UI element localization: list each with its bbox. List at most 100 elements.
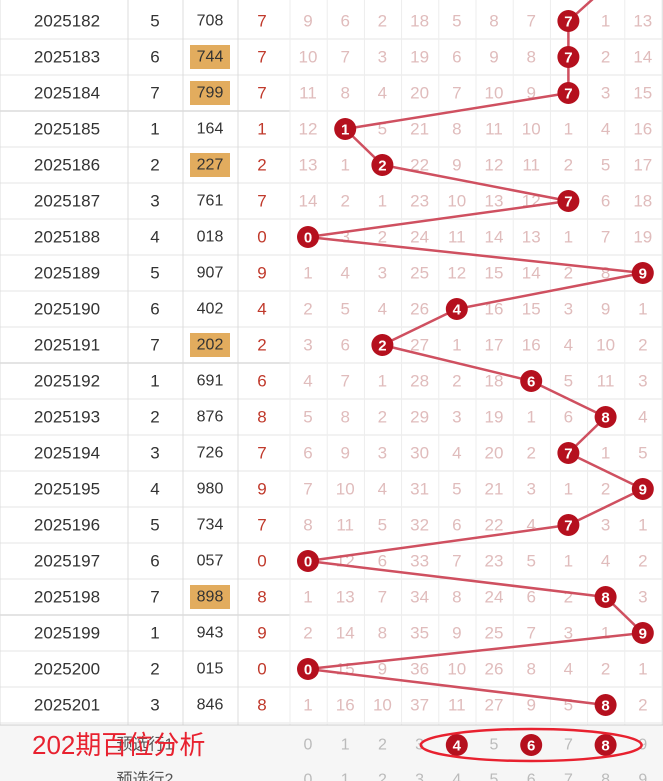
weekday: 1 [150, 120, 159, 139]
weekday: 7 [150, 84, 159, 103]
table-row: 2025184 7 799 7 11 8 4 20 7 10 9 3 15 [34, 84, 652, 103]
ball-circle [594, 586, 617, 608]
weekday: 1 [150, 372, 159, 391]
ball-label: 2 [378, 158, 386, 175]
footer-row: 预选行2 0 1 2 3 4 5 6 7 8 9 [117, 771, 648, 781]
missing-count: 17 [633, 156, 652, 175]
issue-number: 2025194 [34, 444, 100, 463]
missing-count: 10 [447, 660, 466, 679]
footer-digit: 6 [527, 772, 536, 781]
draw-number: 708 [197, 13, 224, 30]
hundreds-digit: 0 [257, 660, 266, 679]
ball-label: 0 [304, 230, 312, 247]
hundreds-digit: 8 [257, 696, 266, 715]
table-row: 2025186 2 227 2 13 1 22 9 12 11 2 5 17 [34, 156, 652, 175]
hundreds-ball: 0 [297, 550, 319, 572]
missing-count: 2 [340, 192, 349, 211]
draw-number: 846 [197, 697, 224, 714]
missing-count: 26 [410, 300, 429, 319]
missing-count: 5 [564, 372, 573, 391]
missing-count: 2 [378, 228, 387, 247]
issue-number: 2025191 [34, 336, 100, 355]
missing-count: 4 [638, 408, 647, 427]
issue-number: 2025199 [34, 624, 100, 643]
missing-count: 10 [373, 696, 392, 715]
pick-ellipse [419, 727, 643, 763]
ball-circle [297, 226, 319, 248]
issue-number: 2025182 [34, 12, 100, 31]
missing-count: 4 [564, 660, 573, 679]
missing-count: 6 [303, 444, 312, 463]
draw-number: 761 [197, 193, 224, 210]
weekday: 2 [150, 408, 159, 427]
table-row: 2025188 4 018 0 3 2 24 11 14 13 1 7 19 [34, 228, 652, 247]
table-row: 2025199 1 943 9 2 14 8 35 9 25 7 3 1 [34, 624, 610, 643]
missing-count: 22 [410, 156, 429, 175]
missing-count: 17 [485, 336, 504, 355]
draw-number: 402 [197, 301, 224, 318]
missing-count: 11 [336, 516, 354, 535]
missing-count: 3 [638, 372, 647, 391]
picked-ball [594, 734, 617, 756]
trend-segment [382, 163, 569, 203]
number-highlight [190, 333, 230, 357]
footer-digit: 5 [490, 772, 499, 781]
hundreds-ball: 4 [445, 298, 468, 320]
trend-line [307, 0, 644, 707]
missing-count: 3 [378, 264, 387, 283]
hundreds-ball: 7 [557, 442, 580, 464]
footer-digit: 2 [378, 772, 387, 781]
footer-digit: 7 [564, 772, 573, 781]
hundreds-ball: 9 [631, 622, 654, 644]
missing-count: 1 [638, 516, 647, 535]
missing-count: 15 [522, 300, 541, 319]
missing-count: 32 [410, 516, 429, 535]
draw-number: 726 [197, 445, 224, 462]
missing-count: 1 [638, 660, 647, 679]
missing-count: 21 [485, 480, 504, 499]
draw-number: 202 [197, 337, 224, 354]
missing-count: 2 [601, 480, 610, 499]
missing-count: 2 [564, 264, 573, 283]
missing-count: 25 [410, 264, 429, 283]
issue-number: 2025183 [34, 48, 100, 67]
missing-count: 10 [447, 192, 466, 211]
missing-count: 2 [601, 48, 610, 67]
number-highlight [190, 585, 230, 609]
hundreds-digit: 4 [257, 300, 266, 319]
missing-count: 2 [526, 444, 535, 463]
table-row: 2025182 5 708 7 9 6 2 18 5 8 7 1 13 [34, 12, 652, 31]
missing-count: 7 [378, 588, 387, 607]
missing-count: 16 [633, 120, 652, 139]
ball-label: 7 [564, 14, 572, 31]
trend-segment [307, 199, 569, 239]
missing-count: 2 [564, 588, 573, 607]
hundreds-digit: 7 [257, 444, 266, 463]
missing-count: 31 [410, 480, 429, 499]
ball-circle [557, 190, 580, 212]
ball-label: 0 [304, 662, 312, 679]
ball-label: 1 [341, 122, 349, 139]
table-row: 2025198 7 898 8 1 13 7 34 8 24 6 2 3 [34, 588, 648, 607]
draw-number: 164 [197, 121, 224, 138]
weekday: 3 [150, 444, 159, 463]
missing-count: 14 [299, 192, 318, 211]
draw-number: 907 [197, 265, 224, 282]
hundreds-ball: 7 [557, 46, 580, 68]
missing-count: 36 [410, 660, 429, 679]
missing-count: 13 [299, 156, 318, 175]
hundreds-digit: 0 [257, 552, 266, 571]
missing-count: 9 [452, 156, 461, 175]
footer-digit: 2 [378, 737, 387, 754]
ball-circle [594, 694, 617, 716]
ball-circle [334, 118, 357, 140]
missing-count: 4 [452, 444, 461, 463]
missing-count: 11 [522, 156, 540, 175]
missing-count: 11 [448, 696, 466, 715]
missing-count: 18 [485, 372, 504, 391]
missing-count: 1 [601, 12, 610, 31]
missing-count: 8 [303, 516, 312, 535]
footer-row: 预选行1 0 1 2 3 4 5 6 7 8 9 [117, 734, 647, 756]
picked-digit: 4 [453, 738, 462, 755]
